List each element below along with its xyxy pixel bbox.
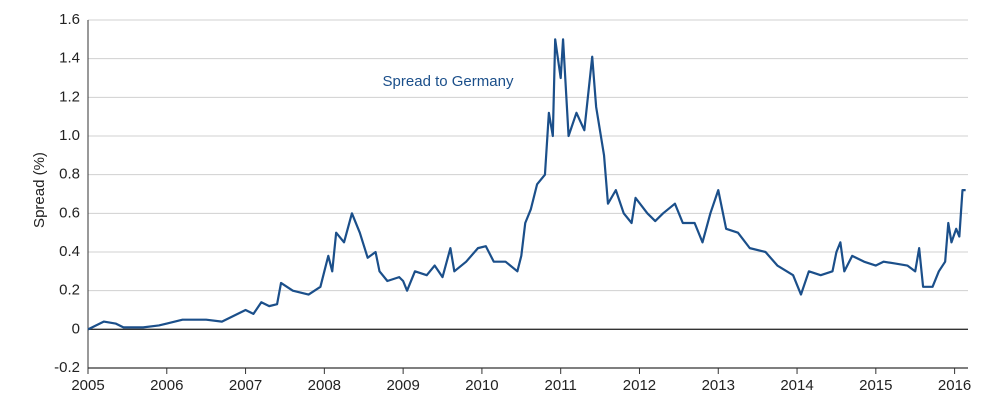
y-tick-label: 0.2 (59, 282, 80, 299)
x-tick-label: 2008 (308, 377, 341, 394)
y-tick-label: 0.4 (59, 243, 80, 260)
x-tick-label: 2012 (623, 377, 656, 394)
series-label: Spread to Germany (383, 73, 514, 90)
x-tick-label: 2011 (545, 377, 577, 394)
x-tick-label: 2014 (780, 377, 813, 394)
y-tick-label: 1.2 (59, 88, 80, 105)
y-tick-label: 1.4 (59, 50, 80, 67)
y-tick-label: 0.8 (59, 166, 80, 183)
y-tick-label: 0.6 (59, 204, 80, 221)
x-tick-label: 2013 (702, 377, 735, 394)
line (87, 38, 966, 331)
y-axis-label: Spread (%) (31, 152, 48, 228)
y-tick-label: 0 (72, 320, 80, 337)
x-tick-label: 2007 (229, 377, 262, 394)
y-tick-label: -0.2 (54, 359, 80, 376)
y-tick-label: 1.0 (59, 127, 80, 144)
x-tick-label: 2015 (859, 377, 892, 394)
x-tick-label: 2009 (386, 377, 419, 394)
x-tick-label: 2016 (938, 377, 971, 394)
y-tick-label: 1.6 (59, 11, 80, 28)
x-tick-label: 2005 (71, 377, 104, 394)
x-tick-label: 2010 (465, 377, 498, 394)
x-tick-label: 2006 (150, 377, 183, 394)
